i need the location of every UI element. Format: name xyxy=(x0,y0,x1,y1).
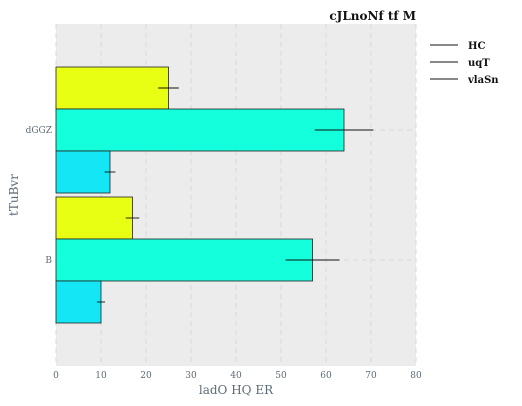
x-tick-label: 0 xyxy=(53,371,59,381)
bar xyxy=(55,150,111,194)
bar xyxy=(55,108,345,152)
x-tick-label: 30 xyxy=(185,371,197,381)
bar xyxy=(55,238,313,282)
bar xyxy=(55,196,133,240)
x-tick-label: 40 xyxy=(230,371,242,381)
x-tick-label: 50 xyxy=(275,371,287,381)
error-bars xyxy=(96,87,374,303)
y-axis-title: tTuBvr xyxy=(7,174,21,216)
x-axis-title: ladO HQ ER xyxy=(199,383,274,397)
y-tick-label: B xyxy=(45,256,52,266)
x-tick-label: 80 xyxy=(410,371,422,381)
bars xyxy=(55,66,345,324)
legend-label: uqT xyxy=(468,58,490,69)
legend-label: HC xyxy=(468,41,485,52)
x-tick-label: 60 xyxy=(320,371,332,381)
legend-label: vlaSn xyxy=(467,75,499,86)
chart-title: cJLnoNf tf M xyxy=(329,9,416,23)
x-tick-label: 20 xyxy=(140,371,152,381)
bar xyxy=(55,66,169,110)
x-tick-label: 10 xyxy=(95,371,107,381)
x-tick-labels: 0 10 20 30 40 50 60 70 80 xyxy=(53,371,422,381)
legend: HC uqT vlaSn xyxy=(430,41,499,86)
y-tick-label: dGGZ xyxy=(26,126,52,136)
x-tick-label: 70 xyxy=(365,371,377,381)
bar xyxy=(55,280,102,324)
